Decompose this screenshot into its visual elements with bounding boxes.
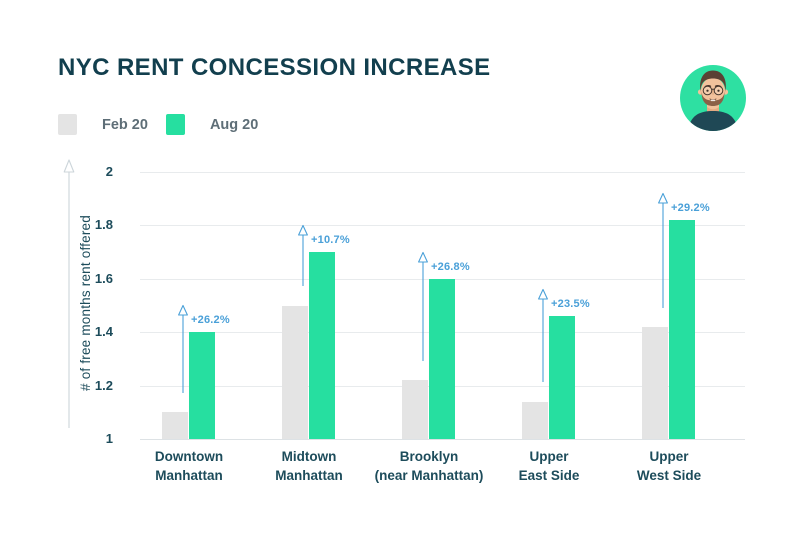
y-tick-label: 1.6 [94, 270, 113, 286]
chart-legend: Feb 20 Aug 20 [58, 114, 258, 135]
gridline [140, 172, 745, 173]
legend-label-feb: Feb 20 [102, 116, 148, 133]
up-arrow-icon [538, 289, 548, 383]
legend-item-feb: Feb 20 [58, 114, 148, 135]
y-tick-label: 2 [105, 164, 113, 179]
y-tick-label: 1.2 [94, 377, 113, 393]
up-arrow-icon [418, 251, 428, 361]
category-label: Midtown Manhattan [275, 449, 343, 483]
legend-item-aug: Aug 20 [165, 114, 259, 135]
category-label: Upper East Side [518, 449, 580, 483]
aug-bar [549, 316, 575, 439]
increase-percent-label: +26.8% [431, 260, 470, 273]
increase-percent-label: +23.5% [551, 298, 590, 311]
category-label: Upper West Side [636, 449, 702, 483]
up-arrow-icon [63, 159, 75, 428]
increase-percent-label: +26.2% [191, 314, 230, 327]
man-avatar-icon [680, 65, 746, 131]
up-arrow-icon [298, 225, 308, 287]
aug-bar [669, 220, 695, 439]
y-tick-label: 1.8 [94, 217, 113, 233]
up-arrow-icon [178, 305, 188, 394]
aug-swatch-icon [165, 114, 185, 135]
aug-bar [189, 332, 215, 439]
feb-bar [642, 326, 668, 439]
feb-swatch-icon [58, 114, 77, 135]
feb-bar [162, 412, 188, 439]
aug-bar [309, 252, 335, 439]
y-tick-label: 1.4 [94, 324, 113, 340]
gridline [140, 439, 745, 440]
y-tick-label: 1 [105, 431, 113, 446]
up-arrow-icon [658, 192, 668, 309]
y-axis-label: # of free months rent offered [78, 215, 93, 391]
legend-label-aug: Aug 20 [209, 116, 259, 133]
feb-bar [522, 401, 548, 439]
feb-bar [282, 305, 308, 439]
category-label: Downtown Manhattan [154, 449, 224, 483]
increase-percent-label: +29.2% [671, 202, 710, 215]
increase-percent-label: +10.7% [311, 234, 350, 247]
category-label: Brooklyn (near Manhattan) [374, 449, 484, 483]
aug-bar [429, 278, 455, 439]
page-title: NYC RENT CONCESSION INCREASE [58, 54, 491, 81]
gridline [140, 225, 745, 227]
feb-bar [402, 380, 428, 439]
